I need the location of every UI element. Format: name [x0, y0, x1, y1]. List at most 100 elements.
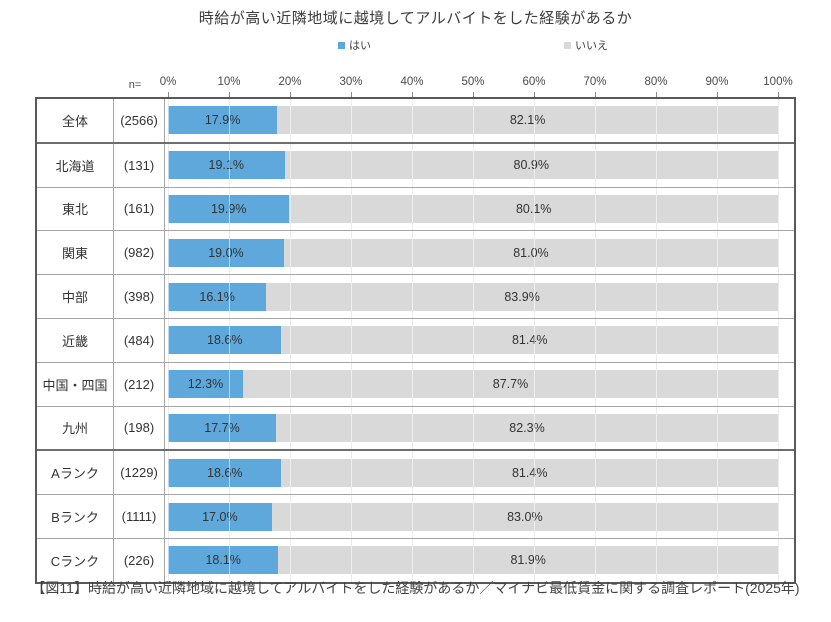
row-n-value: (1111): [114, 495, 165, 538]
gridline-overlay: [717, 451, 718, 495]
bar-value-no: 81.0%: [513, 245, 549, 260]
row-n-value: (1229): [114, 451, 165, 495]
chart-table: 全体 (2566) 17.9% 82.1% 北海道 (131): [35, 97, 796, 584]
gridline-overlay: [656, 318, 657, 362]
gridline-overlay: [168, 406, 169, 450]
gridline-overlay: [290, 231, 291, 275]
gridline-overlay: [595, 451, 596, 495]
gridline-overlay: [412, 406, 413, 450]
row-label: 東北: [37, 187, 114, 231]
row-bar-area: 17.0% 83.0%: [165, 495, 794, 538]
gridline-overlay: [534, 451, 535, 495]
gridline-overlay: [595, 538, 596, 582]
bar-segment-yes: 18.6%: [168, 458, 282, 487]
gridline-overlay: [229, 99, 230, 142]
bar-value-yes: 17.9%: [204, 113, 241, 128]
gridline-overlay: [534, 99, 535, 142]
bar-value-no: 87.7%: [492, 377, 529, 392]
row-label: Aランク: [37, 451, 114, 495]
gridline-overlay: [351, 318, 352, 362]
bar-value-yes: 17.7%: [204, 420, 240, 435]
gridline-overlay: [534, 406, 535, 450]
axis-tick-mark: [412, 92, 413, 97]
table-row: Bランク (1111) 17.0% 83.0%: [37, 495, 794, 539]
bar-value-no: 80.9%: [513, 158, 549, 173]
gridline-overlay: [351, 495, 352, 538]
row-n-value: (398): [114, 275, 165, 318]
bar-value-yes: 19.9%: [211, 202, 246, 216]
gridline-overlay: [229, 318, 230, 362]
bar-value-yes: 18.6%: [207, 465, 243, 480]
gridline-overlay: [412, 231, 413, 275]
stacked-bar: 18.6% 81.4%: [168, 319, 778, 362]
bar-segment-yes: 19.9%: [168, 194, 290, 223]
axis-tick-label: 40%: [400, 76, 424, 88]
gridline-overlay: [595, 143, 596, 187]
gridline-overlay: [168, 538, 169, 582]
gridline-overlay: [168, 318, 169, 362]
gridline-overlay: [534, 231, 535, 275]
bar-value-no: 81.9%: [510, 553, 546, 568]
row-bar-area: 17.7% 82.3%: [165, 406, 794, 450]
gridline-overlay: [412, 187, 413, 231]
gridline-overlay: [351, 187, 352, 231]
gridline-overlay: [290, 318, 291, 362]
bar-segment-no: 81.9%: [278, 546, 778, 575]
row-label: 中国・四国: [37, 362, 114, 406]
gridline-overlay: [778, 538, 779, 582]
axis-tick-label: 0%: [159, 76, 177, 88]
axis-tick-mark: [595, 92, 596, 97]
gridline-overlay: [534, 538, 535, 582]
row-bar-area: 18.6% 81.4%: [165, 318, 794, 362]
table-row: 中部 (398) 16.1% 83.9%: [37, 275, 794, 319]
bar-segment-no: 83.9%: [266, 282, 778, 311]
gridline-overlay: [473, 538, 474, 582]
gridline-overlay: [229, 538, 230, 582]
bar-segment-yes: 17.0%: [168, 502, 272, 531]
gridline-overlay: [473, 406, 474, 450]
gridline-overlay: [290, 406, 291, 450]
bar-segment-yes: 16.1%: [168, 282, 267, 311]
gridline-overlay: [473, 231, 474, 275]
table-row: 北海道 (131) 19.1% 80.9%: [37, 143, 794, 188]
axis-tick-label: 60%: [522, 76, 546, 88]
axis-tick-mark: [778, 92, 779, 97]
gridline-overlay: [412, 318, 413, 362]
table-row: 東北 (161) 19.9% 80.1%: [37, 187, 794, 232]
gridline-overlay: [412, 538, 413, 582]
gridline-overlay: [351, 406, 352, 450]
stacked-bar: 19.0% 81.0%: [168, 231, 778, 274]
table-row: 関東 (982) 19.0% 81.0%: [37, 231, 794, 276]
gridline-overlay: [595, 99, 596, 142]
chart-title: 時給が高い近隣地域に越境してアルバイトをした経験があるか: [198, 10, 633, 27]
axis-tick-label: 80%: [644, 76, 668, 88]
bar-segment-yes: 19.1%: [168, 151, 285, 180]
gridline-overlay: [778, 318, 779, 362]
gridline-overlay: [717, 318, 718, 362]
gridline-overlay: [534, 143, 535, 187]
row-n-value: (2566): [114, 99, 165, 142]
bar-value-no: 83.9%: [504, 289, 540, 304]
stacked-bar: 18.1% 81.9%: [168, 539, 778, 582]
gridline-overlay: [656, 451, 657, 495]
row-bar-area: 19.9% 80.1%: [165, 187, 794, 231]
bar-segment-no: 83.0%: [271, 502, 778, 531]
gridline-overlay: [656, 275, 657, 318]
row-bar-area: 16.1% 83.9%: [165, 275, 794, 318]
axis-tick-mark: [473, 92, 474, 97]
n-equals-label: n=: [128, 79, 142, 91]
gridline-overlay: [351, 275, 352, 318]
gridline-overlay: [168, 231, 169, 275]
gridline-overlay: [778, 99, 779, 142]
gridline-overlay: [778, 231, 779, 275]
gridline-overlay: [778, 187, 779, 231]
axis-tick-mark: [168, 92, 169, 97]
row-n-value: (131): [114, 143, 165, 187]
row-label: 九州: [37, 406, 114, 450]
gridline-overlay: [229, 406, 230, 450]
gridline-overlay: [717, 495, 718, 538]
gridline-overlay: [290, 362, 291, 406]
bar-value-yes: 16.1%: [199, 289, 235, 304]
gridline-overlay: [229, 451, 230, 495]
axis-tick-mark: [717, 92, 718, 97]
